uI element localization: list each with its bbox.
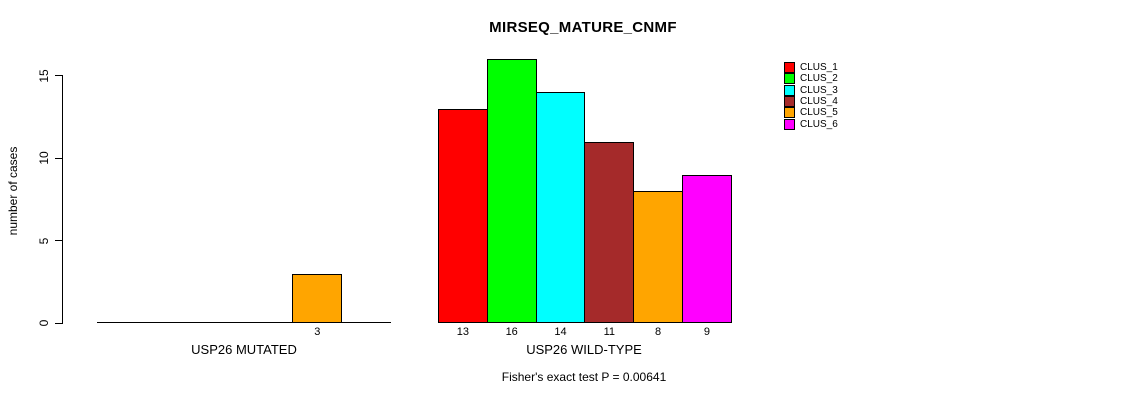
legend-label: CLUS_1 xyxy=(800,62,838,74)
legend-item: CLUS_4 xyxy=(784,96,838,108)
bar-clus_2 xyxy=(486,59,537,323)
y-tick-mark xyxy=(55,240,63,241)
y-axis-line xyxy=(62,75,63,323)
legend-label: CLUS_2 xyxy=(800,73,838,85)
y-tick-label: 15 xyxy=(37,68,51,83)
bar-clus_1 xyxy=(438,108,488,323)
bar-clus_3 xyxy=(535,92,586,323)
legend-swatch-clus_5 xyxy=(784,107,795,119)
bar-clus_4 xyxy=(584,141,635,323)
y-tick-label: 0 xyxy=(37,319,51,327)
legend-swatch-clus_6 xyxy=(784,118,795,130)
fisher-test-caption: Fisher's exact test P = 0.00641 xyxy=(501,370,667,384)
legend-item: CLUS_1 xyxy=(784,62,838,74)
bar-value-label: 9 xyxy=(703,326,710,338)
legend-label: CLUS_5 xyxy=(800,107,838,119)
legend-item: CLUS_5 xyxy=(784,107,838,119)
bar-value-label: 3 xyxy=(314,326,321,338)
legend-item: CLUS_3 xyxy=(784,84,838,96)
bar-value-label: 13 xyxy=(456,326,470,338)
legend-label: CLUS_4 xyxy=(800,96,838,108)
y-tick-mark xyxy=(55,75,63,76)
x-group-label-mutated: USP26 MUTATED xyxy=(191,342,297,357)
bar-clus_6 xyxy=(682,174,732,323)
y-axis-label: number of cases xyxy=(6,146,20,236)
x-group-label-wildtype: USP26 WILD-TYPE xyxy=(526,342,642,357)
y-tick-mark xyxy=(55,322,63,324)
legend-swatch-clus_3 xyxy=(784,84,795,96)
legend-swatch-clus_4 xyxy=(784,96,795,108)
legend-swatch-clus_1 xyxy=(784,62,795,74)
group-baseline xyxy=(97,322,391,323)
legend-item: CLUS_6 xyxy=(784,118,838,130)
legend-label: CLUS_6 xyxy=(800,118,838,130)
bar-value-label: 8 xyxy=(655,326,662,338)
bar-clus_5 xyxy=(633,191,683,323)
legend: CLUS_1 CLUS_2 CLUS_3 CLUS_4 CLUS_5 CLUS_6 xyxy=(784,62,838,130)
bar-value-label: 11 xyxy=(603,326,615,338)
legend-label: CLUS_3 xyxy=(800,84,838,96)
y-tick-label: 10 xyxy=(37,151,51,165)
legend-swatch-clus_2 xyxy=(784,73,795,85)
y-tick-label: 5 xyxy=(37,237,51,244)
y-tick-mark xyxy=(55,157,63,159)
bar-clus_5 xyxy=(292,273,343,323)
chart-title: MIRSEQ_MATURE_CNMF xyxy=(489,19,677,36)
bar-value-label: 16 xyxy=(505,326,518,338)
legend-item: CLUS_2 xyxy=(784,73,838,85)
bar-value-label: 14 xyxy=(554,326,567,338)
